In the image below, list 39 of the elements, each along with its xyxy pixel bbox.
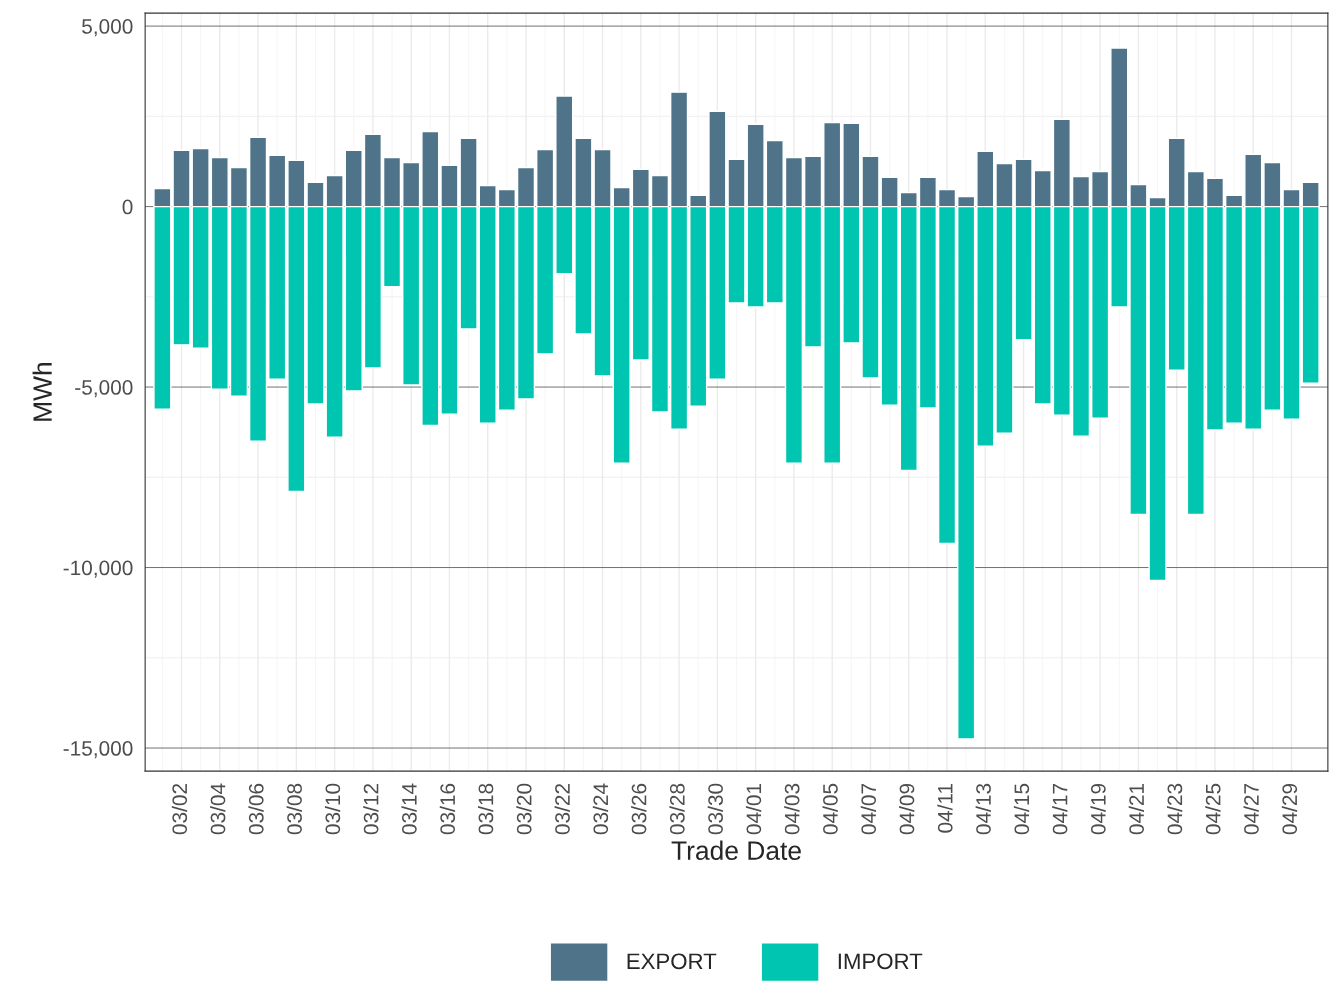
x-tick-label: 03/06 xyxy=(248,783,264,835)
x-tick-label: 03/24 xyxy=(592,783,609,835)
x-tick-label: 03/02 xyxy=(171,783,188,835)
x-tick-label: 03/14 xyxy=(401,783,417,835)
x-tick-label: 04/29 xyxy=(1281,783,1298,835)
x-tick-label: 03/12 xyxy=(363,783,379,835)
y-tick-label: -15,000 xyxy=(63,741,133,759)
x-tick-label: 04/25 xyxy=(1205,783,1221,835)
x-tick-label: 03/26 xyxy=(631,783,647,835)
legend-label: IMPORT xyxy=(838,953,923,970)
y-tick-label: 0 xyxy=(122,199,133,215)
x-tick-label: 03/22 xyxy=(554,783,570,835)
x-tick-label: 04/05 xyxy=(822,783,838,835)
x-tick-label: 04/17 xyxy=(1052,783,1068,835)
y-tick-label: -5,000 xyxy=(75,380,133,398)
x-tick-label: 04/15 xyxy=(1013,783,1030,835)
x-tick-label: 04/11 xyxy=(937,783,953,833)
x-tick-label: 04/01 xyxy=(745,783,762,835)
y-tick-label: -10,000 xyxy=(63,560,133,578)
x-tick-label: 03/16 xyxy=(439,783,456,835)
x-tick-label: 03/28 xyxy=(669,783,685,835)
legend-label: EXPORT xyxy=(627,953,717,970)
y-axis-title: MWh xyxy=(32,363,52,421)
x-tick-label: 04/07 xyxy=(860,783,877,835)
x-tick-label: 03/04 xyxy=(210,783,226,835)
x-tick-label: 04/27 xyxy=(1243,783,1259,835)
x-tick-label: 04/09 xyxy=(899,783,915,835)
x-tick-label: 03/18 xyxy=(478,783,494,835)
x-tick-label: 04/21 xyxy=(1128,783,1144,835)
x-tick-label: 04/03 xyxy=(784,783,800,835)
x-tick-label: 03/08 xyxy=(286,783,302,835)
x-tick-label: 03/30 xyxy=(707,783,723,835)
x-tick-label: 04/23 xyxy=(1166,783,1183,835)
x-tick-label: 04/19 xyxy=(1090,783,1106,835)
x-tick-label: 04/13 xyxy=(975,783,991,835)
y-tick-label: 5,000 xyxy=(82,19,133,37)
x-tick-label: 03/20 xyxy=(516,783,532,835)
x-tick-label: 03/10 xyxy=(324,783,341,835)
x-axis-title: Trade Date xyxy=(671,840,801,860)
